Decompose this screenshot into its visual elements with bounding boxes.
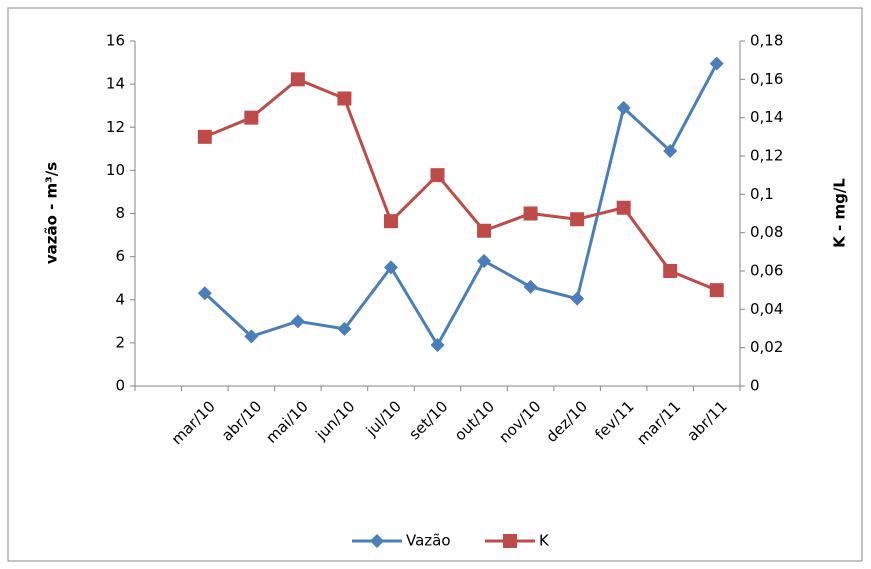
point	[570, 212, 585, 227]
legend-marker	[370, 534, 384, 548]
point	[616, 200, 631, 215]
y2-tick-label: 0,08	[750, 223, 783, 241]
y-tick-label: 16	[106, 32, 125, 50]
point	[709, 56, 724, 71]
point	[663, 143, 678, 158]
point	[337, 91, 352, 106]
point	[290, 72, 305, 87]
series-line	[204, 77, 718, 292]
point	[616, 100, 631, 115]
y-tick-label: 14	[106, 75, 125, 93]
y2-tick-label: 0,02	[750, 338, 783, 356]
point	[337, 321, 352, 336]
point	[523, 206, 538, 221]
y2-axis-title: K - mg/L	[831, 178, 849, 248]
point	[523, 279, 538, 294]
point	[709, 283, 724, 298]
y-tick-label: 4	[115, 290, 125, 308]
y2-tick-label: 0,14	[750, 108, 783, 126]
point	[197, 129, 212, 144]
point	[244, 110, 259, 125]
y-tick-label: 0	[115, 377, 125, 395]
y-tick-label: 12	[106, 118, 125, 136]
point	[663, 264, 678, 278]
legend-label: K	[539, 532, 550, 550]
y2-tick-label: 0,16	[750, 70, 783, 88]
y-tick-label: 6	[115, 247, 125, 265]
legend-label: Vazão	[406, 532, 451, 550]
point	[383, 214, 398, 229]
point	[244, 329, 259, 344]
y-tick-label: 2	[115, 333, 125, 351]
legend-marker	[503, 534, 517, 548]
y2-tick-label: 0	[750, 377, 760, 395]
y2-tick-label: 0,12	[750, 147, 783, 165]
point	[383, 260, 398, 275]
y2-tick-label: 0,06	[750, 262, 783, 280]
series-line	[203, 62, 719, 349]
point	[477, 253, 492, 268]
chart-frame	[7, 7, 863, 562]
point	[570, 291, 585, 306]
y2-tick-label: 0,1	[750, 185, 774, 203]
y-axis-title: vazão - m³/s	[43, 162, 61, 264]
point	[430, 338, 445, 353]
y2-tick-label: 0,04	[750, 300, 783, 318]
point	[290, 314, 305, 329]
y-tick-label: 10	[106, 161, 125, 179]
y2-tick-label: 0,18	[750, 32, 783, 50]
point	[477, 223, 492, 238]
y-tick-label: 8	[115, 204, 125, 222]
point	[430, 168, 445, 183]
point	[197, 286, 212, 301]
